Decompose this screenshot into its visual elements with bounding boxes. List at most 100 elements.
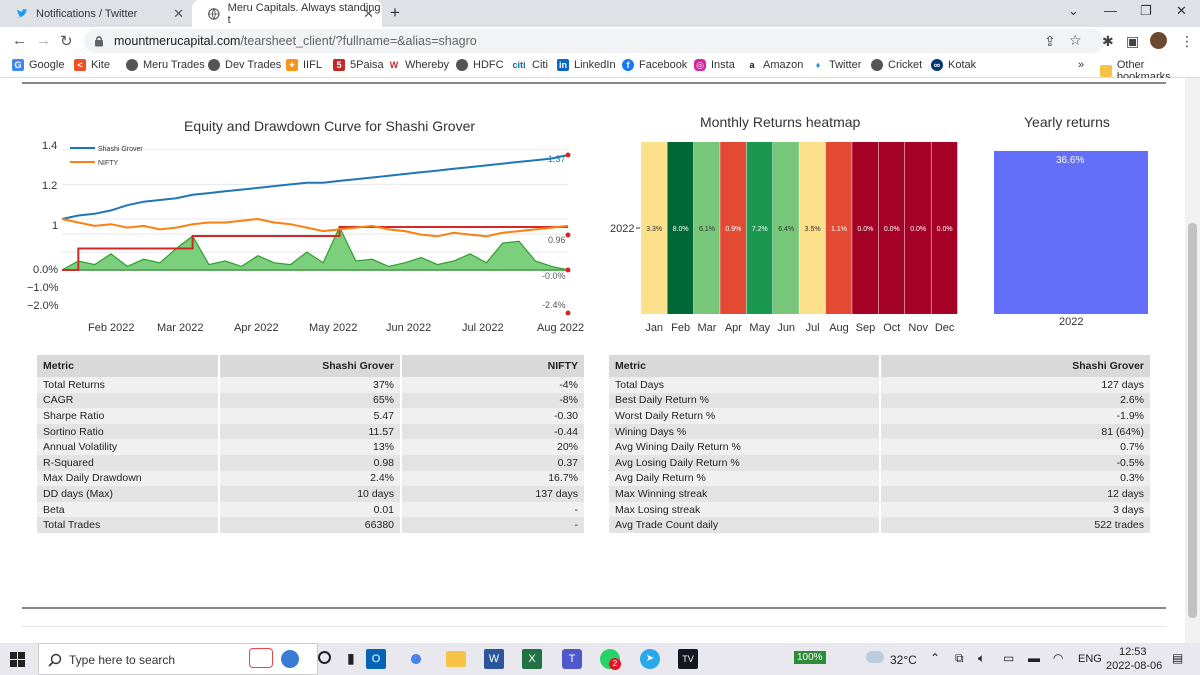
bookmark-star-icon[interactable]: ☆ (1069, 32, 1082, 48)
trader-end-label: 1.37 (548, 154, 566, 164)
task-view-icon[interactable]: ▮ (347, 650, 355, 666)
bookmark-iifl[interactable]: ✦ IIFL (286, 59, 322, 71)
omnibox[interactable]: mountmerucapital.com/tearsheet_client/?f… (84, 29, 1104, 53)
bookmark-whereby[interactable]: W Whereby (388, 59, 449, 71)
bookmark-amazon[interactable]: a Amazon (746, 59, 803, 71)
bookmark-citi[interactable]: citi Citi (511, 59, 548, 71)
windows-start-icon[interactable] (10, 652, 25, 667)
tab-search-icon[interactable]: ⌄ (1068, 3, 1079, 18)
lock-icon[interactable] (94, 35, 104, 47)
heatmap-row-label: 2022 (610, 223, 634, 235)
metrics-header-nifty: NIFTY (400, 355, 584, 377)
heatmap-value-label: 1.1% (831, 226, 847, 233)
close-tab-icon[interactable]: ✕ (363, 6, 374, 21)
restore-icon[interactable]: ❐ (1140, 3, 1152, 18)
notification-center-icon[interactable]: ▤ (1172, 651, 1184, 665)
metrics_table-row: Annual Volatility 13% 20% (37, 439, 584, 455)
tradingview-icon[interactable]: TV (678, 649, 698, 669)
excel-icon[interactable]: X (522, 649, 542, 669)
teams-icon[interactable]: T (562, 649, 582, 669)
metrics_table-cell: 5.47 (218, 408, 401, 424)
globe-icon (126, 59, 138, 71)
bookmark-label: Google (29, 59, 65, 71)
clock-date[interactable]: 2022-08-06 (1106, 660, 1163, 672)
stats_table-cell: 522 trades (879, 517, 1150, 533)
bookmark-kite[interactable]: < Kite (74, 59, 110, 71)
search-highlight-icon (249, 648, 273, 668)
reload-icon[interactable]: ↻ (60, 33, 73, 50)
message-icon[interactable]: ▭ (1003, 651, 1015, 665)
minimize-icon[interactable]: — (1104, 3, 1117, 18)
new-tab-icon[interactable]: + (390, 3, 400, 22)
metrics_table-cell: Total Trades (37, 517, 219, 533)
metrics_table-cell: R-Squared (37, 454, 219, 471)
google-icon: G (12, 59, 24, 71)
wifi-icon[interactable]: ◠ (1053, 651, 1064, 665)
bookmark-facebook[interactable]: f Facebook (622, 59, 687, 71)
stats_table-cell: Avg Daily Return % (609, 470, 880, 487)
metrics_table-cell: Annual Volatility (37, 439, 219, 455)
twitter-icon (17, 8, 28, 17)
word-icon[interactable]: W (484, 649, 504, 669)
bookmark-google[interactable]: G Google (12, 59, 64, 71)
tab-meru[interactable]: Meru Capitals. Always standing t ✕ (192, 0, 382, 27)
stats-header-metric: Metric (609, 355, 880, 377)
tab-twitter[interactable]: Notifications / Twitter ✕ (0, 0, 192, 27)
heatmap-cell-feb (667, 142, 694, 314)
stats_table-row: Worst Daily Return % -1.9% (609, 408, 1150, 424)
bookmark-5paisa[interactable]: 5 5Paisa (333, 59, 384, 71)
cortana-icon[interactable] (318, 651, 331, 664)
metrics_table-cell: -4% (400, 377, 584, 393)
heatmap-value-label: 6.1% (699, 226, 715, 233)
share-icon[interactable]: ⇪ (1044, 33, 1056, 49)
language-indicator[interactable]: ENG (1078, 653, 1102, 665)
scroll-thumb[interactable] (1188, 223, 1197, 618)
bookmark-linkedin[interactable]: in LinkedIn (557, 59, 616, 71)
stats_table-cell: Best Daily Return % (609, 392, 880, 409)
back-icon[interactable]: ← (12, 32, 27, 49)
metrics-header-trader: Shashi Grover (218, 355, 401, 377)
extensions-icon[interactable]: ✱ (1102, 33, 1114, 49)
bookmark-meru-trades[interactable]: Meru Trades (126, 59, 205, 71)
bookmark-twitter[interactable]: ♦ Twitter (812, 59, 861, 71)
heatmap-cell-may (746, 142, 773, 314)
forward-icon[interactable]: → (36, 32, 51, 49)
bookmark-dev-trades[interactable]: Dev Trades (208, 59, 281, 71)
metrics_table-row: Sharpe Ratio 5.47 -0.30 (37, 408, 584, 424)
side-panel-icon[interactable]: ▣ (1126, 33, 1140, 49)
chrome-icon[interactable] (406, 649, 426, 669)
nifty-end-marker (565, 232, 571, 238)
telegram-icon[interactable]: ➤ (640, 649, 660, 669)
heatmap-x-tick: Aug (829, 322, 849, 334)
bookmarks-overflow-icon[interactable]: » (1078, 59, 1085, 71)
iifl-icon: ✦ (286, 59, 298, 71)
menu-icon[interactable]: ⋮ (1180, 33, 1194, 49)
temperature[interactable]: 32°C (890, 653, 917, 667)
heatmap-value-label: 7.2% (752, 226, 768, 233)
legend-label-trader: Shashi Grover (98, 146, 143, 153)
speaker-icon[interactable]: 🔈︎ (978, 651, 986, 665)
weather-icon[interactable] (866, 651, 884, 663)
outlook-icon[interactable]: O (366, 649, 386, 669)
heatmap-cell-nov (905, 142, 931, 314)
close-window-icon[interactable]: ✕ (1176, 3, 1187, 18)
bookmark-insta[interactable]: ◎ Insta (694, 59, 735, 71)
yearly-returns-chart: 36.6% 2022 (994, 151, 1148, 328)
taskbar-search[interactable]: Type here to search (38, 643, 318, 675)
tray-overflow-icon[interactable]: ⌃ (930, 651, 941, 665)
device-icon[interactable]: ⧉ (955, 651, 964, 665)
battery-icon[interactable]: ▬ (1028, 651, 1040, 665)
profile-avatar[interactable] (1150, 32, 1167, 49)
stats-table: Metric Shashi Grover Total Days 127 days B… (609, 355, 1150, 533)
metrics_table-cell: 16.7% (400, 470, 584, 487)
close-tab-icon[interactable]: ✕ (173, 6, 184, 21)
kotak-icon: ∞ (931, 59, 943, 71)
battery-indicator[interactable]: 100% (794, 651, 826, 664)
file-explorer-icon[interactable] (446, 651, 466, 667)
page-scrollbar[interactable] (1185, 78, 1200, 643)
stats_table-row: Wining Days % 81 (64%) (609, 423, 1150, 440)
clock-time[interactable]: 12:53 (1119, 646, 1147, 658)
bookmark-hdfc[interactable]: HDFC (456, 59, 504, 71)
bookmark-cricket[interactable]: Cricket (871, 59, 922, 71)
bookmark-kotak[interactable]: ∞ Kotak (931, 59, 976, 71)
